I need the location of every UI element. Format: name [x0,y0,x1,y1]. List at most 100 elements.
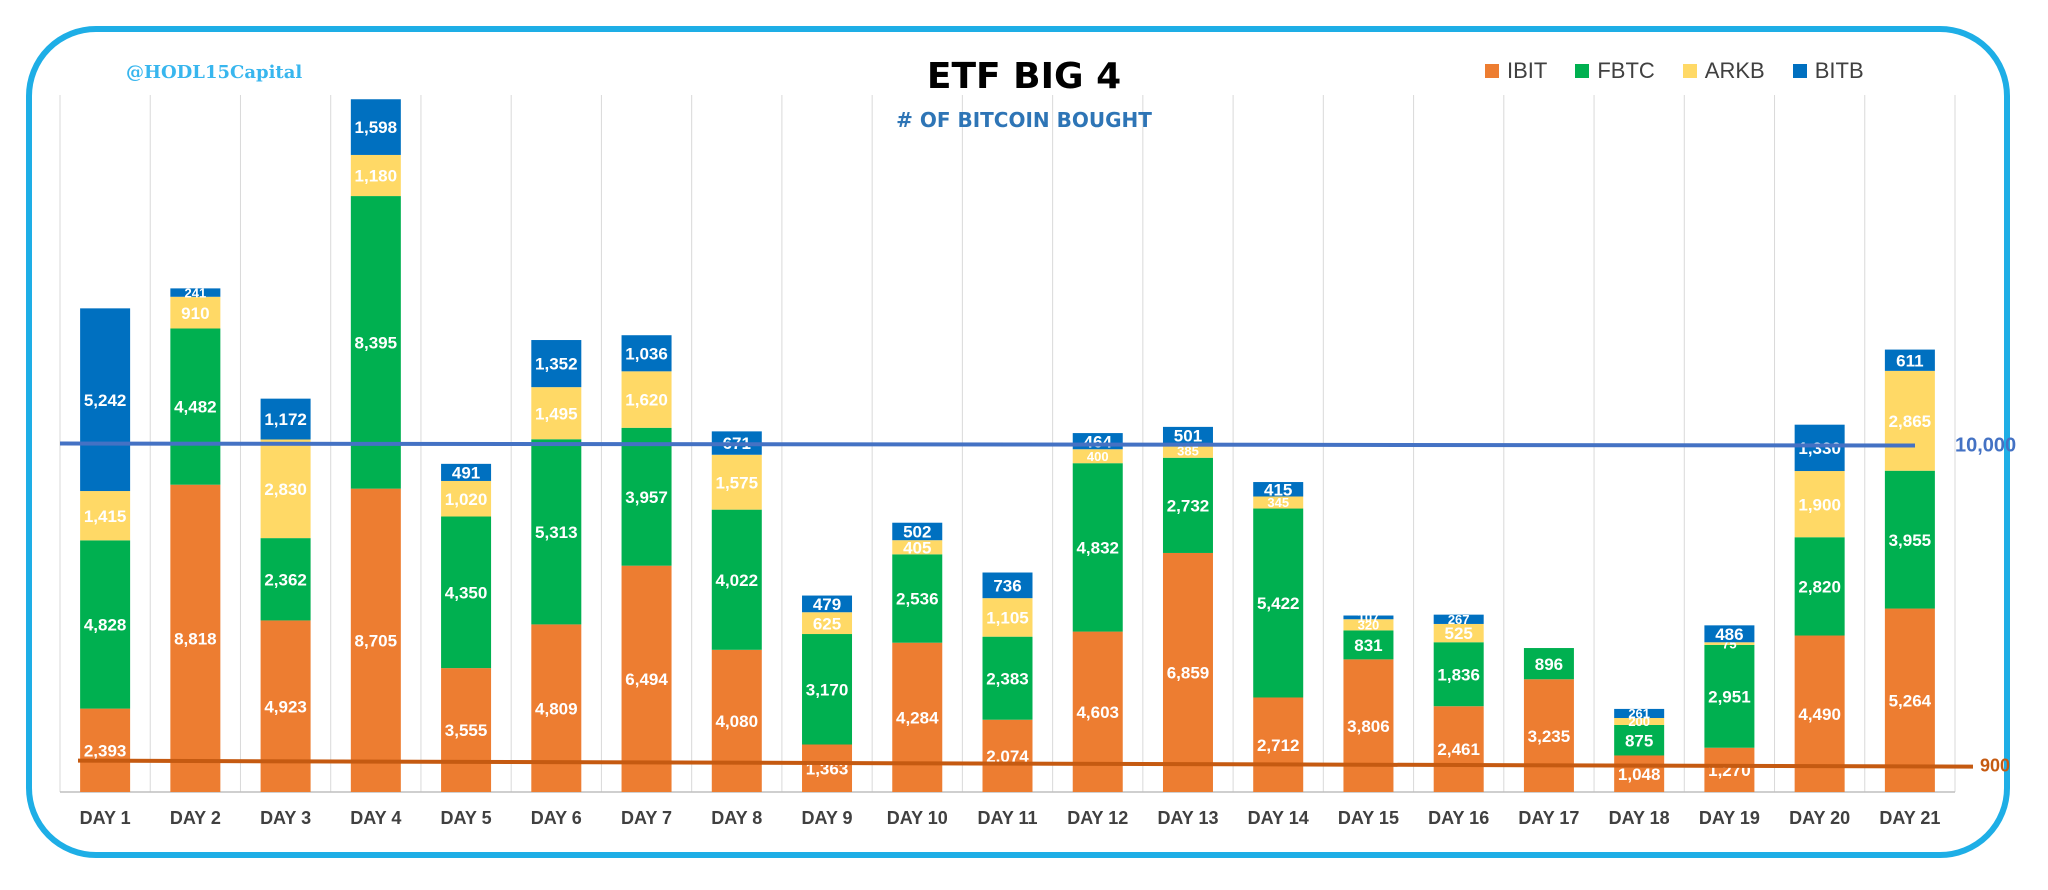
chart-subtitle: # OF BITCOIN BOUGHT [896,108,1152,132]
data-label-arkb-day-12: 400 [1087,449,1109,464]
data-label-fbtc-day-14: 5,422 [1257,594,1300,613]
bar-ibit-day-21 [1884,608,1935,792]
x-tick-label: DAY 17 [1518,808,1579,828]
bar-fbtc-day-1 [80,540,131,709]
reference-line-2 [77,758,1974,769]
data-label-bitb-day-16: 267 [1448,612,1470,627]
data-label-ibit-day-11: 2,074 [986,747,1029,766]
x-tick-label: DAY 1 [80,808,131,828]
bar-ibit-day-15 [1343,659,1394,792]
data-label-ibit-day-6: 4,809 [535,699,578,718]
bar-fbtc-day-15 [1343,630,1394,660]
data-label-ibit-day-14: 2,712 [1257,736,1300,755]
bar-fbtc-day-4 [350,196,401,489]
data-label-fbtc-day-5: 4,350 [445,583,488,602]
data-label-arkb-day-13: 385 [1177,444,1199,459]
data-label-ibit-day-1: 2,393 [84,741,127,760]
bar-bitb-day-3 [260,398,311,440]
bar-arkb-day-3 [260,439,311,539]
bar-ibit-day-5 [441,668,492,792]
bar-bitb-day-10 [892,522,943,541]
bar-ibit-day-17 [1523,679,1574,792]
data-label-ibit-day-20: 4,490 [1798,705,1841,724]
data-label-fbtc-day-10: 2,536 [896,590,939,609]
x-tick-label: DAY 13 [1157,808,1218,828]
data-label-arkb-day-16: 525 [1445,624,1473,643]
bar-bitb-day-5 [441,463,492,481]
bar-bitb-day-4 [350,99,401,155]
data-label-bitb-day-1: 5,242 [84,391,127,410]
data-label-fbtc-day-6: 5,313 [535,523,578,542]
data-label-ibit-day-18: 1,048 [1618,765,1661,784]
bar-arkb-day-9 [802,612,853,635]
legend: IBIT FBTC ARKB BITB [1485,58,1864,84]
bar-fbtc-day-13 [1162,457,1213,553]
x-tick-label: DAY 3 [260,808,311,828]
data-label-bitb-day-18: 261 [1628,706,1650,721]
data-label-ibit-day-16: 2,461 [1437,740,1480,759]
bar-bitb-day-15 [1343,615,1394,620]
bar-fbtc-day-14 [1253,508,1304,698]
bar-ibit-day-8 [711,649,762,792]
data-label-fbtc-day-11: 2,383 [986,669,1029,688]
bar-bitb-day-16 [1433,614,1484,624]
bar-arkb-day-6 [531,387,582,440]
data-label-fbtc-day-13: 2,732 [1167,496,1210,515]
data-label-ibit-day-5: 3,555 [445,721,488,740]
data-label-arkb-day-3: 2,830 [264,480,307,499]
data-label-bitb-day-7: 1,036 [625,344,668,363]
legend-label-fbtc: FBTC [1597,58,1655,83]
bar-ibit-day-16 [1433,706,1484,792]
data-label-fbtc-day-15: 831 [1354,636,1382,655]
data-label-bitb-day-11: 736 [993,576,1021,595]
bar-arkb-day-2 [170,296,221,329]
x-tick-label: DAY 19 [1699,808,1760,828]
data-label-bitb-day-19: 486 [1715,625,1743,644]
data-label-bitb-day-10: 502 [903,523,931,542]
brand-handle: @HODL15Capital [126,62,303,83]
x-tick-label: DAY 8 [711,808,762,828]
bar-arkb-day-20 [1794,471,1845,538]
data-label-bitb-day-14: 415 [1264,480,1292,499]
bar-bitb-day-14 [1253,482,1304,497]
bar-fbtc-day-11 [982,636,1033,720]
data-label-fbtc-day-12: 4,832 [1076,539,1119,558]
data-label-ibit-day-13: 6,859 [1167,664,1210,683]
legend-swatch-arkb [1682,64,1697,78]
data-label-arkb-day-8: 1,575 [716,473,759,492]
bar-ibit-day-10 [892,642,943,792]
bar-arkb-day-13 [1162,444,1213,458]
bar-arkb-day-4 [350,154,401,197]
bar-fbtc-day-21 [1884,470,1935,609]
data-label-arkb-day-6: 1,495 [535,404,578,423]
legend-label-ibit: IBIT [1507,58,1548,83]
bar-fbtc-day-20 [1794,537,1845,636]
legend-item-fbtc: FBTC [1575,58,1655,84]
bar-bitb-day-11 [982,572,1033,599]
chart-title: ETF BIG 4 [926,56,1122,97]
data-label-bitb-day-12: 464 [1084,432,1113,451]
data-label-arkb-day-14: 345 [1267,495,1289,510]
data-label-ibit-day-4: 8,705 [355,631,398,650]
data-label-arkb-day-20: 1,900 [1798,495,1841,514]
data-label-fbtc-day-9: 3,170 [806,680,849,699]
data-label-arkb-day-4: 1,180 [355,167,398,186]
data-label-fbtc-day-17: 896 [1535,655,1563,674]
data-label-fbtc-day-2: 4,482 [174,398,217,417]
data-label-bitb-day-2: 241 [185,285,207,300]
legend-item-arkb: ARKB [1682,58,1765,84]
data-label-fbtc-day-20: 2,820 [1798,578,1841,597]
x-tick-label: DAY 15 [1338,808,1399,828]
data-label-arkb-day-5: 1,020 [445,490,488,509]
bar-bitb-day-19 [1704,625,1755,643]
data-label-bitb-day-9: 479 [813,595,841,614]
x-tick-label: DAY 9 [802,808,853,828]
data-label-ibit-day-8: 4,080 [716,712,759,731]
bar-fbtc-day-12 [1072,463,1123,632]
x-tick-label: DAY 18 [1609,808,1670,828]
bar-bitb-day-9 [802,595,853,613]
x-tick-label: DAY 2 [170,808,221,828]
data-label-fbtc-day-4: 8,395 [355,333,398,352]
bar-ibit-day-13 [1162,552,1213,792]
